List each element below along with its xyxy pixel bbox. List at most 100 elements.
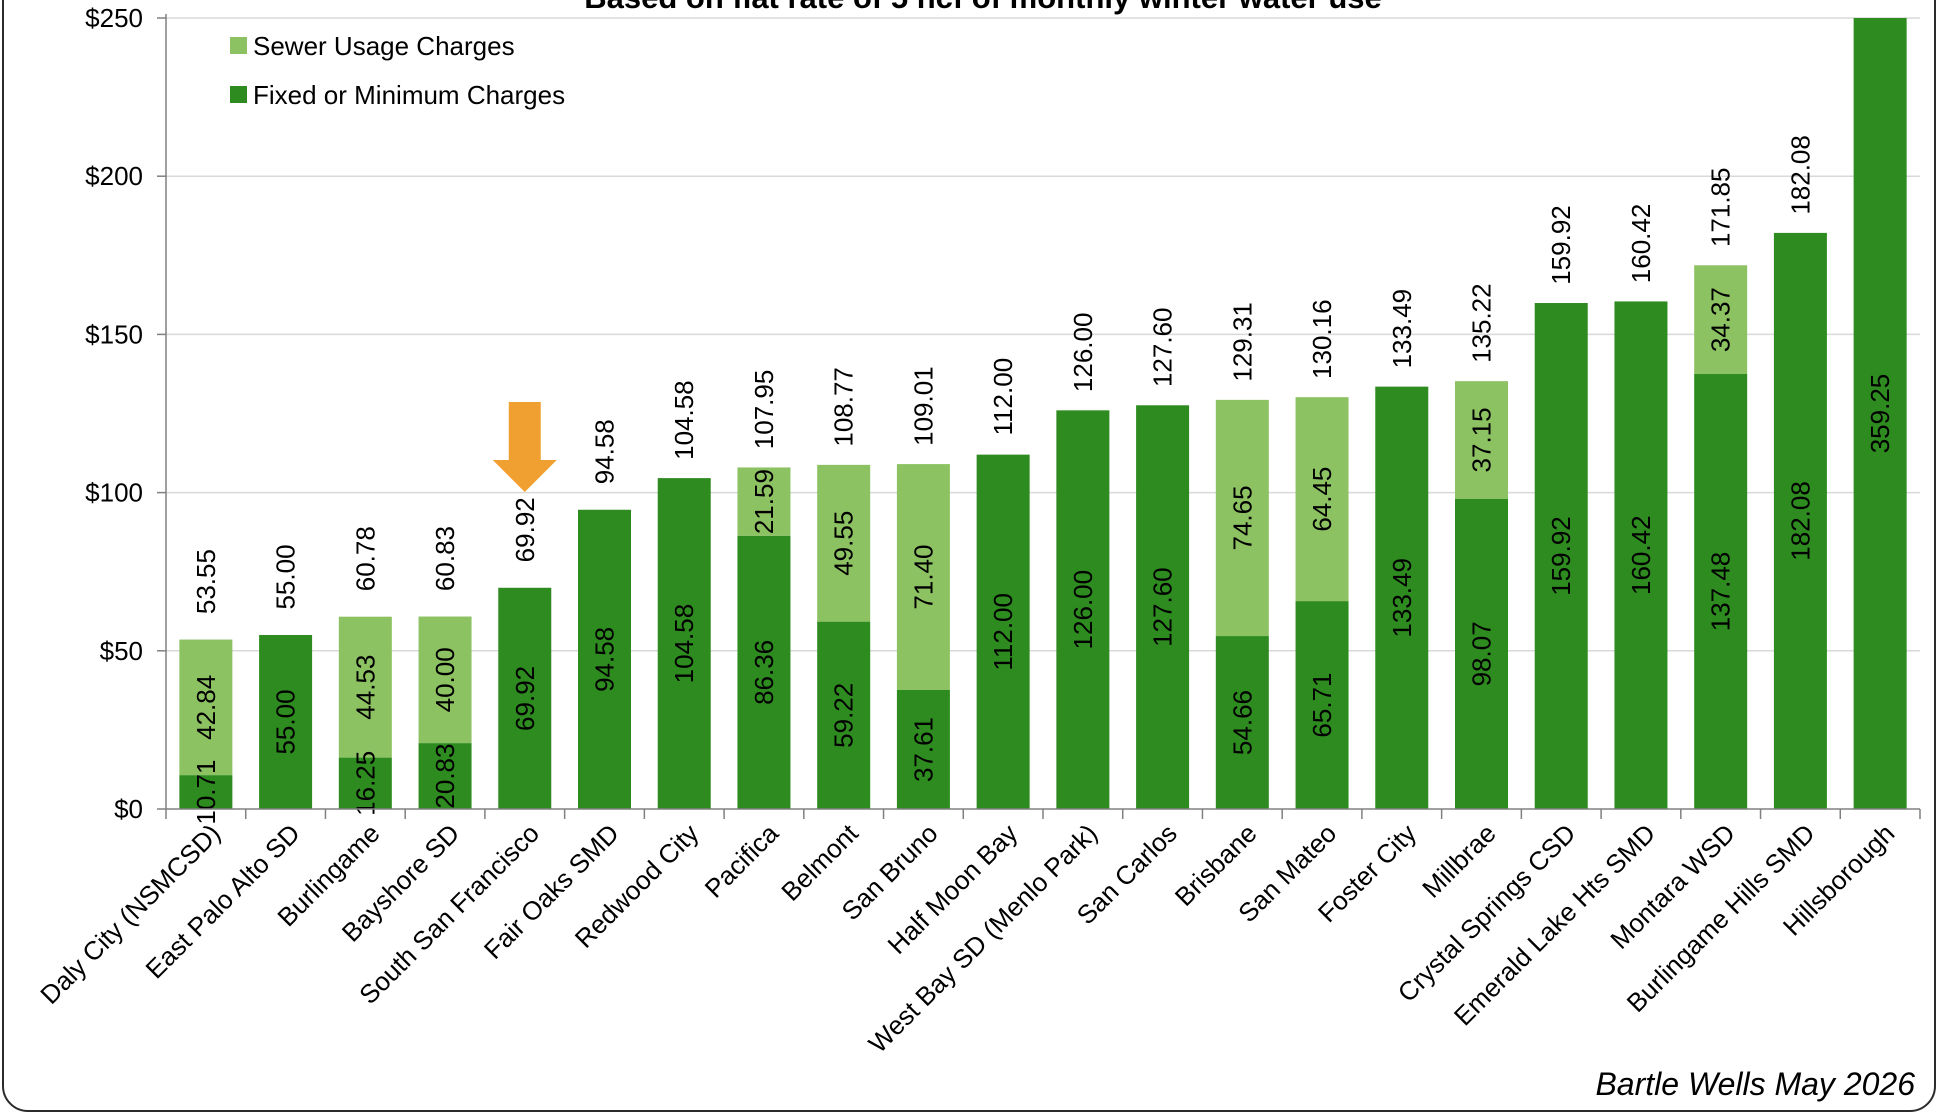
data-label-fixed: 86.36: [749, 640, 779, 705]
bar-fixed-charges: [578, 509, 631, 809]
data-label-usage: 42.84: [191, 675, 221, 740]
data-label-fixed: 359.25: [1865, 374, 1895, 454]
bar-sewer-usage: [179, 639, 233, 776]
bar-sewer-usage: [1215, 399, 1269, 637]
data-label-fixed: 104.58: [669, 604, 699, 684]
data-label-fixed: 160.42: [1626, 515, 1656, 595]
bar-sewer-usage: [896, 464, 950, 691]
bar-sewer-usage: [1295, 397, 1349, 602]
data-label-total: 60.78: [350, 526, 380, 591]
x-category-label: Pacifica: [699, 818, 785, 904]
bar-sewer-usage: [1694, 265, 1748, 375]
bar-fixed-charges: [737, 535, 791, 809]
legend-swatch: [230, 86, 247, 103]
data-label-total: 159.92: [1546, 205, 1576, 285]
data-label-total: 53.55: [191, 549, 221, 614]
data-label-fixed: 137.48: [1706, 552, 1736, 632]
data-label-usage: 49.55: [829, 511, 859, 576]
data-label-fixed: 98.07: [1467, 621, 1497, 686]
data-label-total: 182.08: [1785, 135, 1815, 215]
bar-sewer-usage: [418, 616, 472, 744]
data-label-fixed: 112.00: [988, 593, 1018, 671]
data-label-total: 160.42: [1626, 204, 1656, 284]
bar-fixed-charges: [259, 634, 313, 809]
data-label-total: 60.83: [430, 526, 460, 591]
data-label-usage: 40.00: [430, 647, 460, 712]
bar-fixed-charges: [1375, 386, 1429, 809]
y-tick-label: $50: [100, 636, 143, 666]
data-label-fixed: 10.71: [191, 760, 221, 825]
data-label-total: 127.60: [1148, 308, 1178, 388]
bar-sewer-usage: [817, 464, 871, 622]
data-label-total: 107.95: [749, 370, 779, 450]
data-label-total: 171.85: [1706, 168, 1736, 248]
data-label-total: 112.00: [988, 358, 1018, 436]
data-label-fixed: 182.08: [1785, 481, 1815, 561]
data-label-fixed: 94.58: [590, 627, 620, 692]
bar-sewer-usage: [338, 616, 392, 758]
source-note: Bartle Wells May 2026: [1595, 1066, 1915, 1102]
data-label-fixed: 16.25: [350, 751, 380, 816]
bar-sewer-usage: [1455, 381, 1508, 499]
bars-group: [179, 18, 1907, 809]
data-label-usage: 34.37: [1706, 287, 1736, 352]
bar-fixed-charges: [1534, 303, 1588, 809]
bar-fixed-charges: [1694, 374, 1748, 809]
data-label-usage: 71.40: [908, 545, 938, 610]
data-label-total: 108.77: [829, 367, 859, 447]
bar-fixed-charges: [1215, 636, 1269, 809]
data-label-fixed: 126.00: [1068, 570, 1098, 650]
legend-swatch: [230, 37, 247, 54]
data-label-usage: 44.53: [350, 655, 380, 720]
bar-fixed-charges: [1853, 18, 1907, 809]
data-label-usage: 74.65: [1227, 485, 1257, 550]
data-label-fixed: 133.49: [1387, 558, 1417, 638]
bar-fixed-charges: [418, 743, 472, 809]
data-label-usage: 37.15: [1467, 407, 1497, 472]
data-label-usage: 21.59: [749, 469, 779, 534]
data-label-fixed: 65.71: [1307, 673, 1337, 738]
bar-fixed-charges: [338, 757, 392, 809]
bar-fixed-charges: [976, 454, 1030, 809]
bar-fixed-charges: [498, 587, 552, 809]
data-label-fixed: 59.22: [829, 683, 859, 748]
bar-fixed-charges: [1295, 601, 1349, 809]
data-label-total: 129.31: [1227, 302, 1257, 382]
data-label-fixed: 159.92: [1546, 516, 1576, 596]
data-label-fixed: 69.92: [510, 666, 540, 731]
data-label-usage: 64.45: [1307, 467, 1337, 532]
x-category-label: Fair Oaks SMD: [478, 818, 625, 965]
bar-fixed-charges: [1455, 498, 1508, 809]
y-tick-label: $150: [85, 319, 143, 349]
chart-title: Based on flat rate of 5 hcf of monthly w…: [584, 0, 1382, 15]
bar-sewer-usage: [737, 467, 791, 536]
data-label-total: 130.16: [1307, 299, 1337, 379]
bar-fixed-charges: [817, 621, 871, 809]
bar-fixed-charges: [1614, 301, 1668, 809]
data-label-total: 55.00: [271, 544, 301, 609]
y-tick-label: $0: [114, 794, 143, 824]
data-label-total: 104.58: [669, 380, 699, 460]
data-label-total: 94.58: [590, 419, 620, 484]
bar-fixed-charges: [1056, 410, 1110, 809]
bar-fixed-charges: [179, 775, 233, 809]
data-label-total: 126.00: [1068, 313, 1098, 393]
data-label-total: 109.01: [908, 366, 938, 446]
bar-fixed-charges: [896, 690, 950, 809]
legend-label: Sewer Usage Charges: [253, 31, 515, 61]
bar-fixed-charges: [1136, 405, 1190, 809]
data-label-fixed: 54.66: [1227, 690, 1257, 755]
legend: Sewer Usage Charges Fixed or Minimum Char…: [230, 31, 565, 110]
data-label-total: 133.49: [1387, 289, 1417, 369]
data-label-fixed: 127.60: [1148, 567, 1178, 647]
data-label-fixed: 37.61: [908, 717, 938, 782]
y-tick-label: $100: [85, 478, 143, 508]
bar-fixed-charges: [1773, 232, 1827, 809]
data-label-total: 69.92: [510, 497, 540, 562]
data-label-fixed: 55.00: [271, 689, 301, 754]
highlight-arrow: [492, 402, 557, 492]
legend-label: Fixed or Minimum Charges: [253, 80, 565, 110]
y-tick-label: $250: [85, 3, 143, 33]
y-tick-label: $200: [85, 161, 143, 191]
